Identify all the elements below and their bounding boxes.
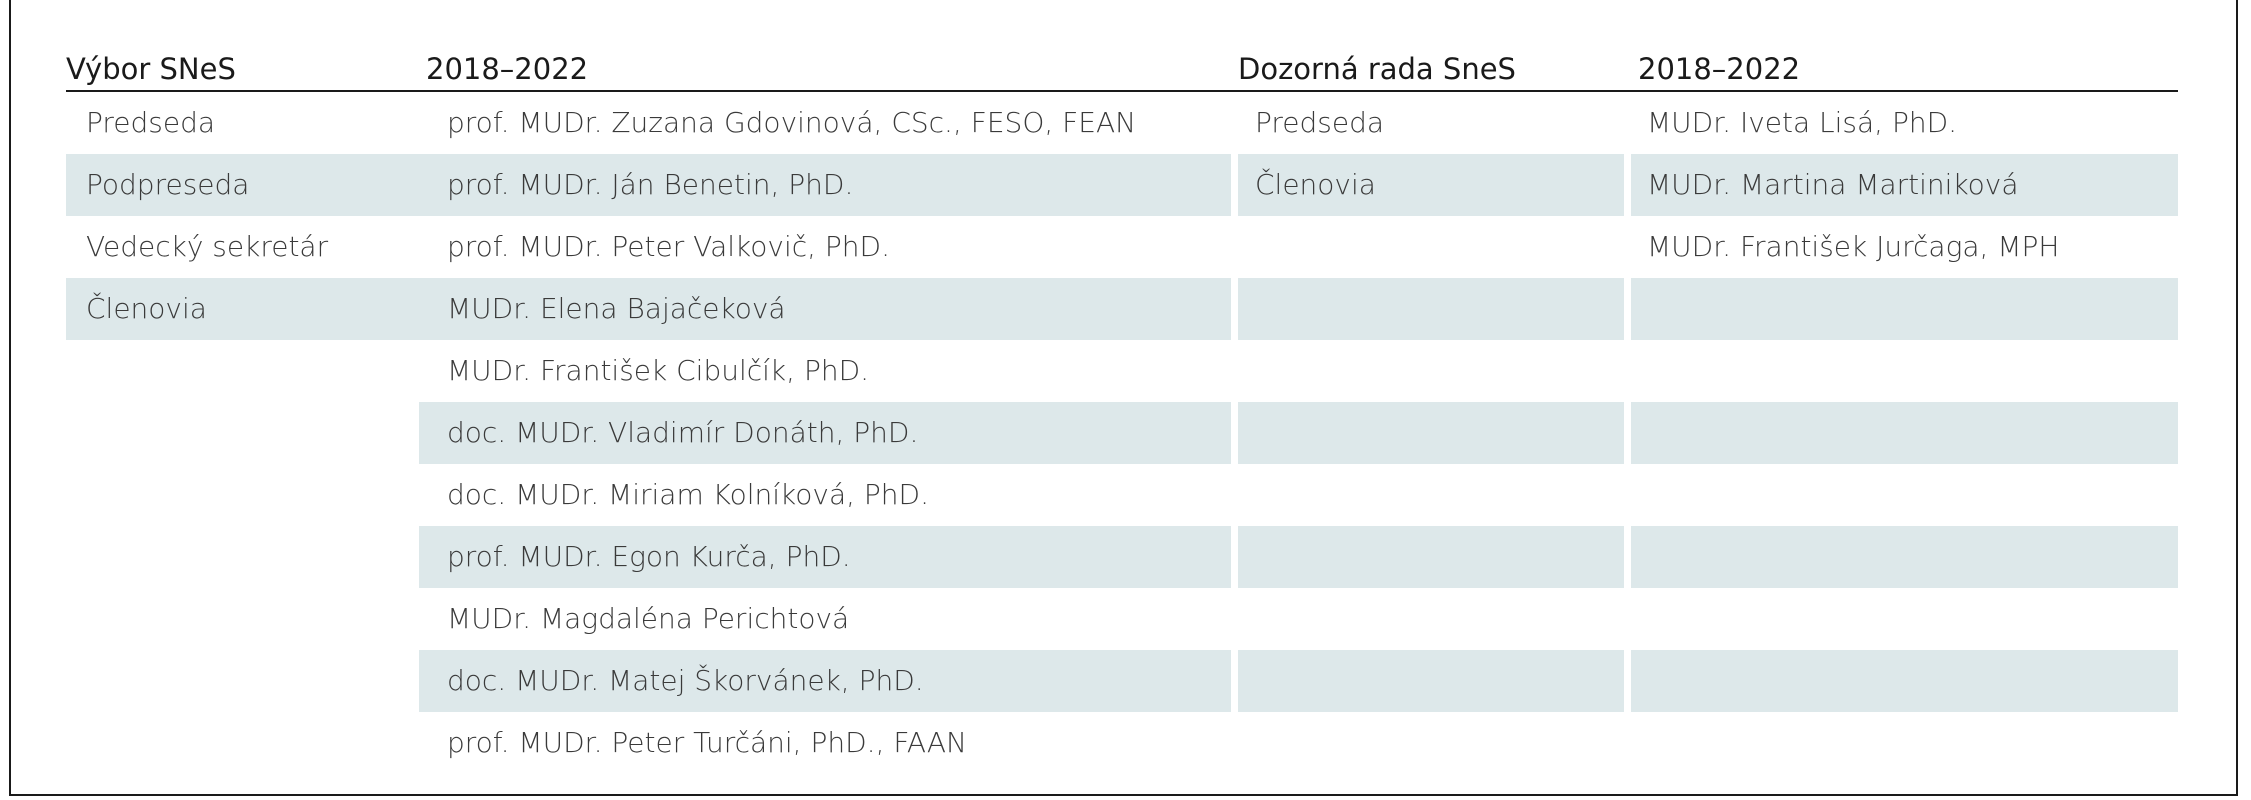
member-cell: MUDr. František Cibulčík, PhD. [447,354,870,387]
member-cell: MUDr. Elena Bajačeková [419,277,1231,340]
role-cell [66,464,419,526]
role-cell [66,340,419,402]
table-row: doc. MUDr. Miriam Kolníková, PhD. [66,463,2178,526]
role-cell [66,588,419,650]
supervisory-role-cell: Predseda [1255,106,1385,139]
role-cell: Vedecký sekretár [86,230,329,263]
member-cell: MUDr. Magdaléna Perichtová [447,602,850,635]
supervisory-member-cell [1631,649,2178,712]
column-gap [1231,401,1238,464]
supervisory-role-cell [1238,340,1624,402]
supervisory-role-cell [1238,464,1624,526]
supervisory-role-cell: Členovia [1238,153,1624,216]
supervisory-member-cell [1631,277,2178,340]
supervisory-role-cell [1238,525,1624,588]
supervisory-member-cell [1631,525,2178,588]
role-cell [66,402,419,464]
column-gap [1231,649,1238,712]
table-row: Vedecký sekretár prof. MUDr. Peter Valkov… [66,215,2178,278]
column-gap [1231,525,1238,588]
role-cell [66,712,419,774]
supervisory-member-cell: MUDr. František Jurčaga, MPH [1647,230,2060,263]
supervisory-role-cell [1238,649,1624,712]
supervisory-member-cell: MUDr. Iveta Lisá, PhD. [1647,106,1958,139]
supervisory-member-cell [1631,588,2178,650]
table-header-row: Výbor SNeS 2018–2022 Dozorná rada SneS 2… [66,42,2178,92]
supervisory-role-cell [1238,401,1624,464]
column-gap [1231,711,1238,774]
column-gap [1231,277,1238,340]
header-supervisory: Dozorná rada SneS [1238,42,1624,92]
table-row: Predseda prof. MUDr. Zuzana Gdovinová, CS… [66,91,2178,154]
role-cell: Členovia [66,277,419,340]
column-gap [1624,711,1631,774]
supervisory-role-cell [1238,712,1624,774]
document-frame [9,0,2238,796]
supervisory-member-cell [1631,712,2178,774]
column-gap [1231,463,1238,526]
header-gap [1231,42,1238,92]
supervisory-role-cell [1238,216,1624,278]
header-committee: Výbor SNeS [66,42,419,92]
role-cell [66,526,419,588]
supervisory-member-cell [1631,340,2178,402]
column-gap [1231,91,1238,154]
column-gap [1624,401,1631,464]
supervisory-member-cell [1631,401,2178,464]
committee-table: Výbor SNeS 2018–2022 Dozorná rada SneS 2… [66,42,2178,774]
member-cell: doc. MUDr. Miriam Kolníková, PhD. [447,478,929,511]
column-gap [1624,215,1631,278]
column-gap [1624,277,1631,340]
role-cell [66,650,419,712]
column-gap [1624,153,1631,216]
member-cell: prof. MUDr. Egon Kurča, PhD. [419,525,1231,588]
table-row: Podpreseda prof. MUDr. Ján Benetin, PhD. Č… [66,153,2178,216]
table-row: doc. MUDr. Matej Škorvánek, PhD. [66,649,2178,712]
table-row: prof. MUDr. Peter Turčáni, PhD., FAAN [66,711,2178,774]
supervisory-member-cell: MUDr. Martina Martiniková [1631,153,2178,216]
supervisory-member-cell [1631,464,2178,526]
supervisory-role-cell [1238,277,1624,340]
table-row: MUDr. Magdaléna Perichtová [66,587,2178,650]
column-gap [1231,215,1238,278]
table-row: prof. MUDr. Egon Kurča, PhD. [66,525,2178,588]
role-cell: Predseda [86,106,216,139]
member-cell: prof. MUDr. Zuzana Gdovinová, CSc., FESO… [447,106,1137,139]
column-gap [1624,587,1631,650]
column-gap [1231,339,1238,402]
column-gap [1624,649,1631,712]
column-gap [1624,463,1631,526]
role-cell: Podpreseda [66,153,419,216]
column-gap [1624,91,1631,154]
member-cell: prof. MUDr. Peter Valkovič, PhD. [447,230,891,263]
column-gap [1231,587,1238,650]
supervisory-role-cell [1238,588,1624,650]
member-cell: prof. MUDr. Ján Benetin, PhD. [419,153,1231,216]
table-row: MUDr. František Cibulčík, PhD. [66,339,2178,402]
column-gap [1624,525,1631,588]
table-row: Členovia MUDr. Elena Bajačeková [66,277,2178,340]
member-cell: prof. MUDr. Peter Turčáni, PhD., FAAN [447,726,967,759]
member-cell: doc. MUDr. Matej Škorvánek, PhD. [419,649,1231,712]
column-gap [1624,339,1631,402]
header-supervisory-term: 2018–2022 [1631,42,2178,92]
member-cell: doc. MUDr. Vladimír Donáth, PhD. [419,401,1231,464]
column-gap [1231,153,1238,216]
table-row: doc. MUDr. Vladimír Donáth, PhD. [66,401,2178,464]
header-gap-2 [1624,42,1631,92]
header-committee-term: 2018–2022 [419,42,1231,92]
